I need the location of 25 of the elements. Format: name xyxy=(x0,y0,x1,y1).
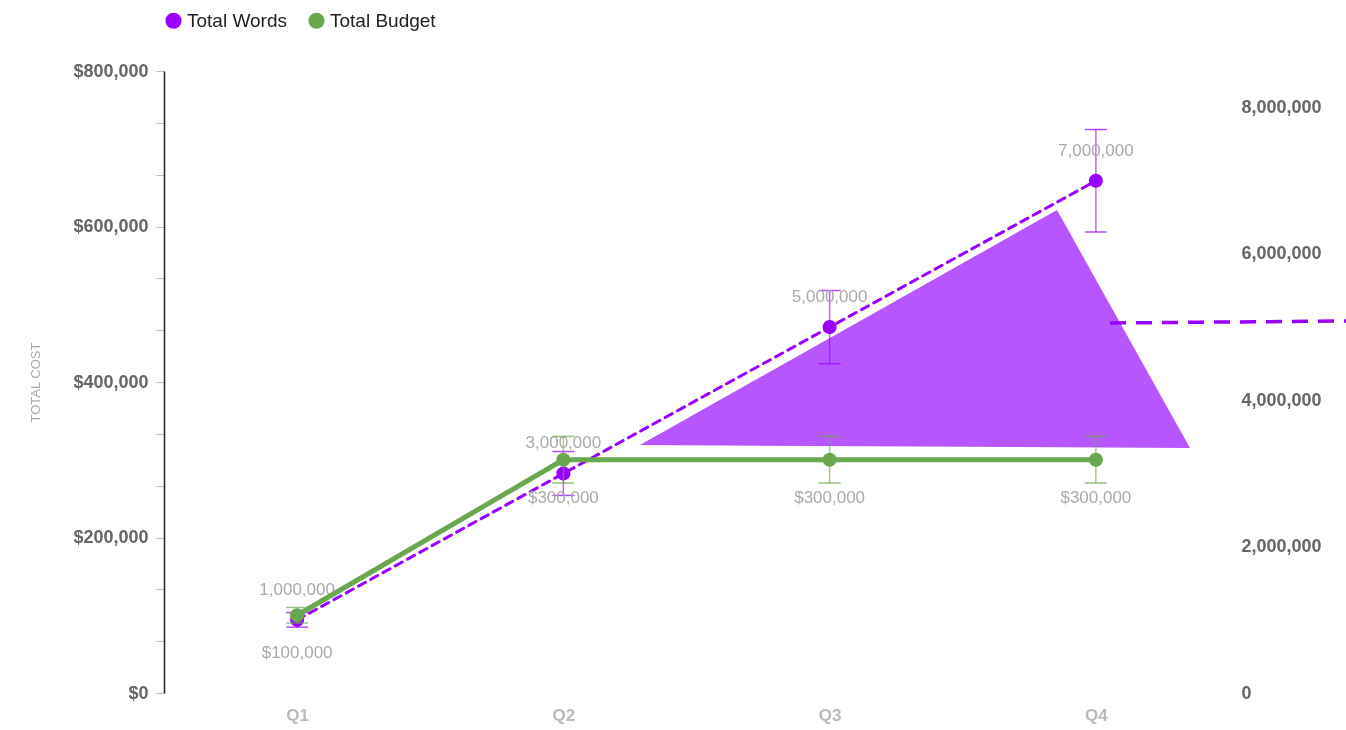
y-tick-label: $0 xyxy=(128,682,149,703)
data-label: $300,000 xyxy=(527,487,599,507)
y-tick-label: $200,000 xyxy=(73,527,149,547)
y-tick-label: $400,000 xyxy=(73,371,149,392)
x-tick-label: Q4 xyxy=(1085,705,1109,725)
data-label: 1,000,000 xyxy=(259,579,335,599)
data-label: $100,000 xyxy=(261,643,333,663)
y-tick-label: $800,000 xyxy=(73,60,149,81)
point xyxy=(1088,173,1103,188)
data-label: $300,000 xyxy=(794,487,866,507)
point xyxy=(556,466,571,481)
x-tick-label: Q1 xyxy=(286,705,309,725)
y2-tick-label: 8,000,000 xyxy=(1241,97,1322,118)
x-tick-label: Q2 xyxy=(552,705,576,725)
data-label: $300,000 xyxy=(1060,487,1132,507)
legend-label: Total Words xyxy=(187,9,287,31)
y2-tick-label: 4,000,000 xyxy=(1241,389,1322,410)
point xyxy=(822,320,837,335)
y2-tick-label: 2,000,000 xyxy=(1241,536,1322,557)
legend-label: Total Budget xyxy=(330,9,437,31)
y-tick-label: $600,000 xyxy=(73,216,149,236)
y2-tick-label: 6,000,000 xyxy=(1241,243,1322,264)
y2-tick-label: 0 xyxy=(1241,682,1252,703)
x-tick-label: Q3 xyxy=(818,705,842,725)
y-axis-title: TOTAL COST xyxy=(28,342,44,423)
